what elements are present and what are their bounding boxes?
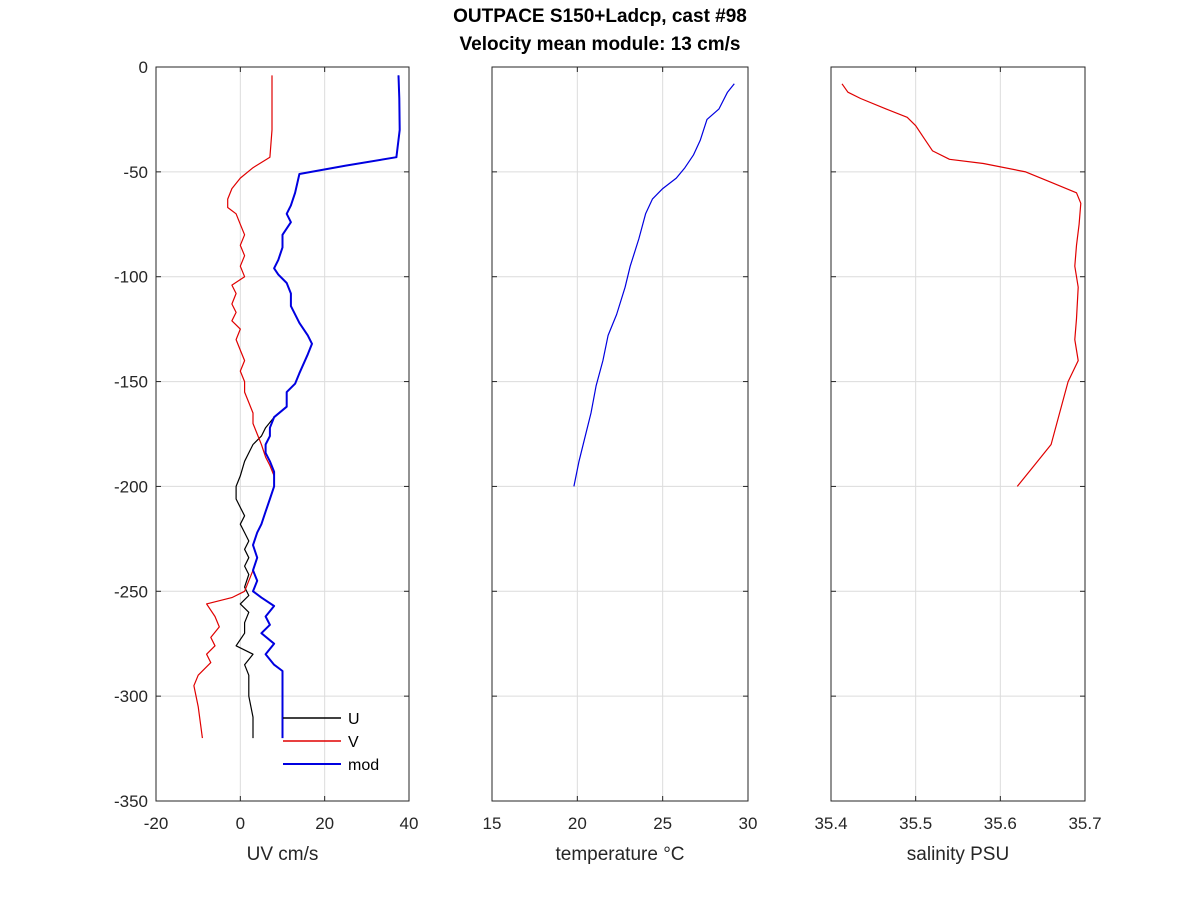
series-line-salinity-0 <box>841 83 1082 487</box>
legend-label-U: U <box>348 711 360 728</box>
y-tick-label: -300 <box>114 687 148 706</box>
legend-label-mod: mod <box>348 757 379 774</box>
x-tick-label: 15 <box>483 814 502 833</box>
y-tick-label: -250 <box>114 582 148 601</box>
x-tick-label: 0 <box>236 814 245 833</box>
x-axis-label-uv: UV cm/s <box>247 844 319 865</box>
y-tick-label: -50 <box>123 163 148 182</box>
x-tick-label: 40 <box>400 814 419 833</box>
chart-title-line-1: OUTPACE S150+Ladcp, cast #98 <box>453 6 747 27</box>
y-tick-label: -350 <box>114 792 148 811</box>
x-tick-label: 30 <box>739 814 758 833</box>
chart-title-line-2: Velocity mean module: 13 cm/s <box>459 34 741 55</box>
x-tick-label: 25 <box>653 814 672 833</box>
x-axis-label-temperature: temperature °C <box>555 844 684 865</box>
series-line-uv-V <box>193 75 275 739</box>
axes-box-uv <box>155 66 410 802</box>
x-tick-label: 35.5 <box>899 814 932 833</box>
plot-area-temperature <box>492 67 748 801</box>
y-tick-label: -200 <box>114 477 148 496</box>
series-line-temperature-0 <box>573 83 735 487</box>
x-tick-label: 20 <box>315 814 334 833</box>
y-tick-label: -150 <box>114 373 148 392</box>
plot-area-salinity <box>831 67 1085 801</box>
x-tick-label: 35.7 <box>1068 814 1101 833</box>
y-tick-label: -100 <box>114 268 148 287</box>
y-tick-label: 0 <box>139 58 148 77</box>
x-tick-label: -20 <box>144 814 169 833</box>
axes-box-salinity <box>830 66 1086 802</box>
series-line-uv-mod <box>252 75 401 739</box>
x-tick-label: 20 <box>568 814 587 833</box>
x-axis-label-salinity: salinity PSU <box>907 844 1009 865</box>
x-tick-label: 35.4 <box>814 814 847 833</box>
legend-label-V: V <box>348 734 359 751</box>
axes-box-temperature <box>491 66 749 802</box>
x-tick-label: 35.6 <box>984 814 1017 833</box>
